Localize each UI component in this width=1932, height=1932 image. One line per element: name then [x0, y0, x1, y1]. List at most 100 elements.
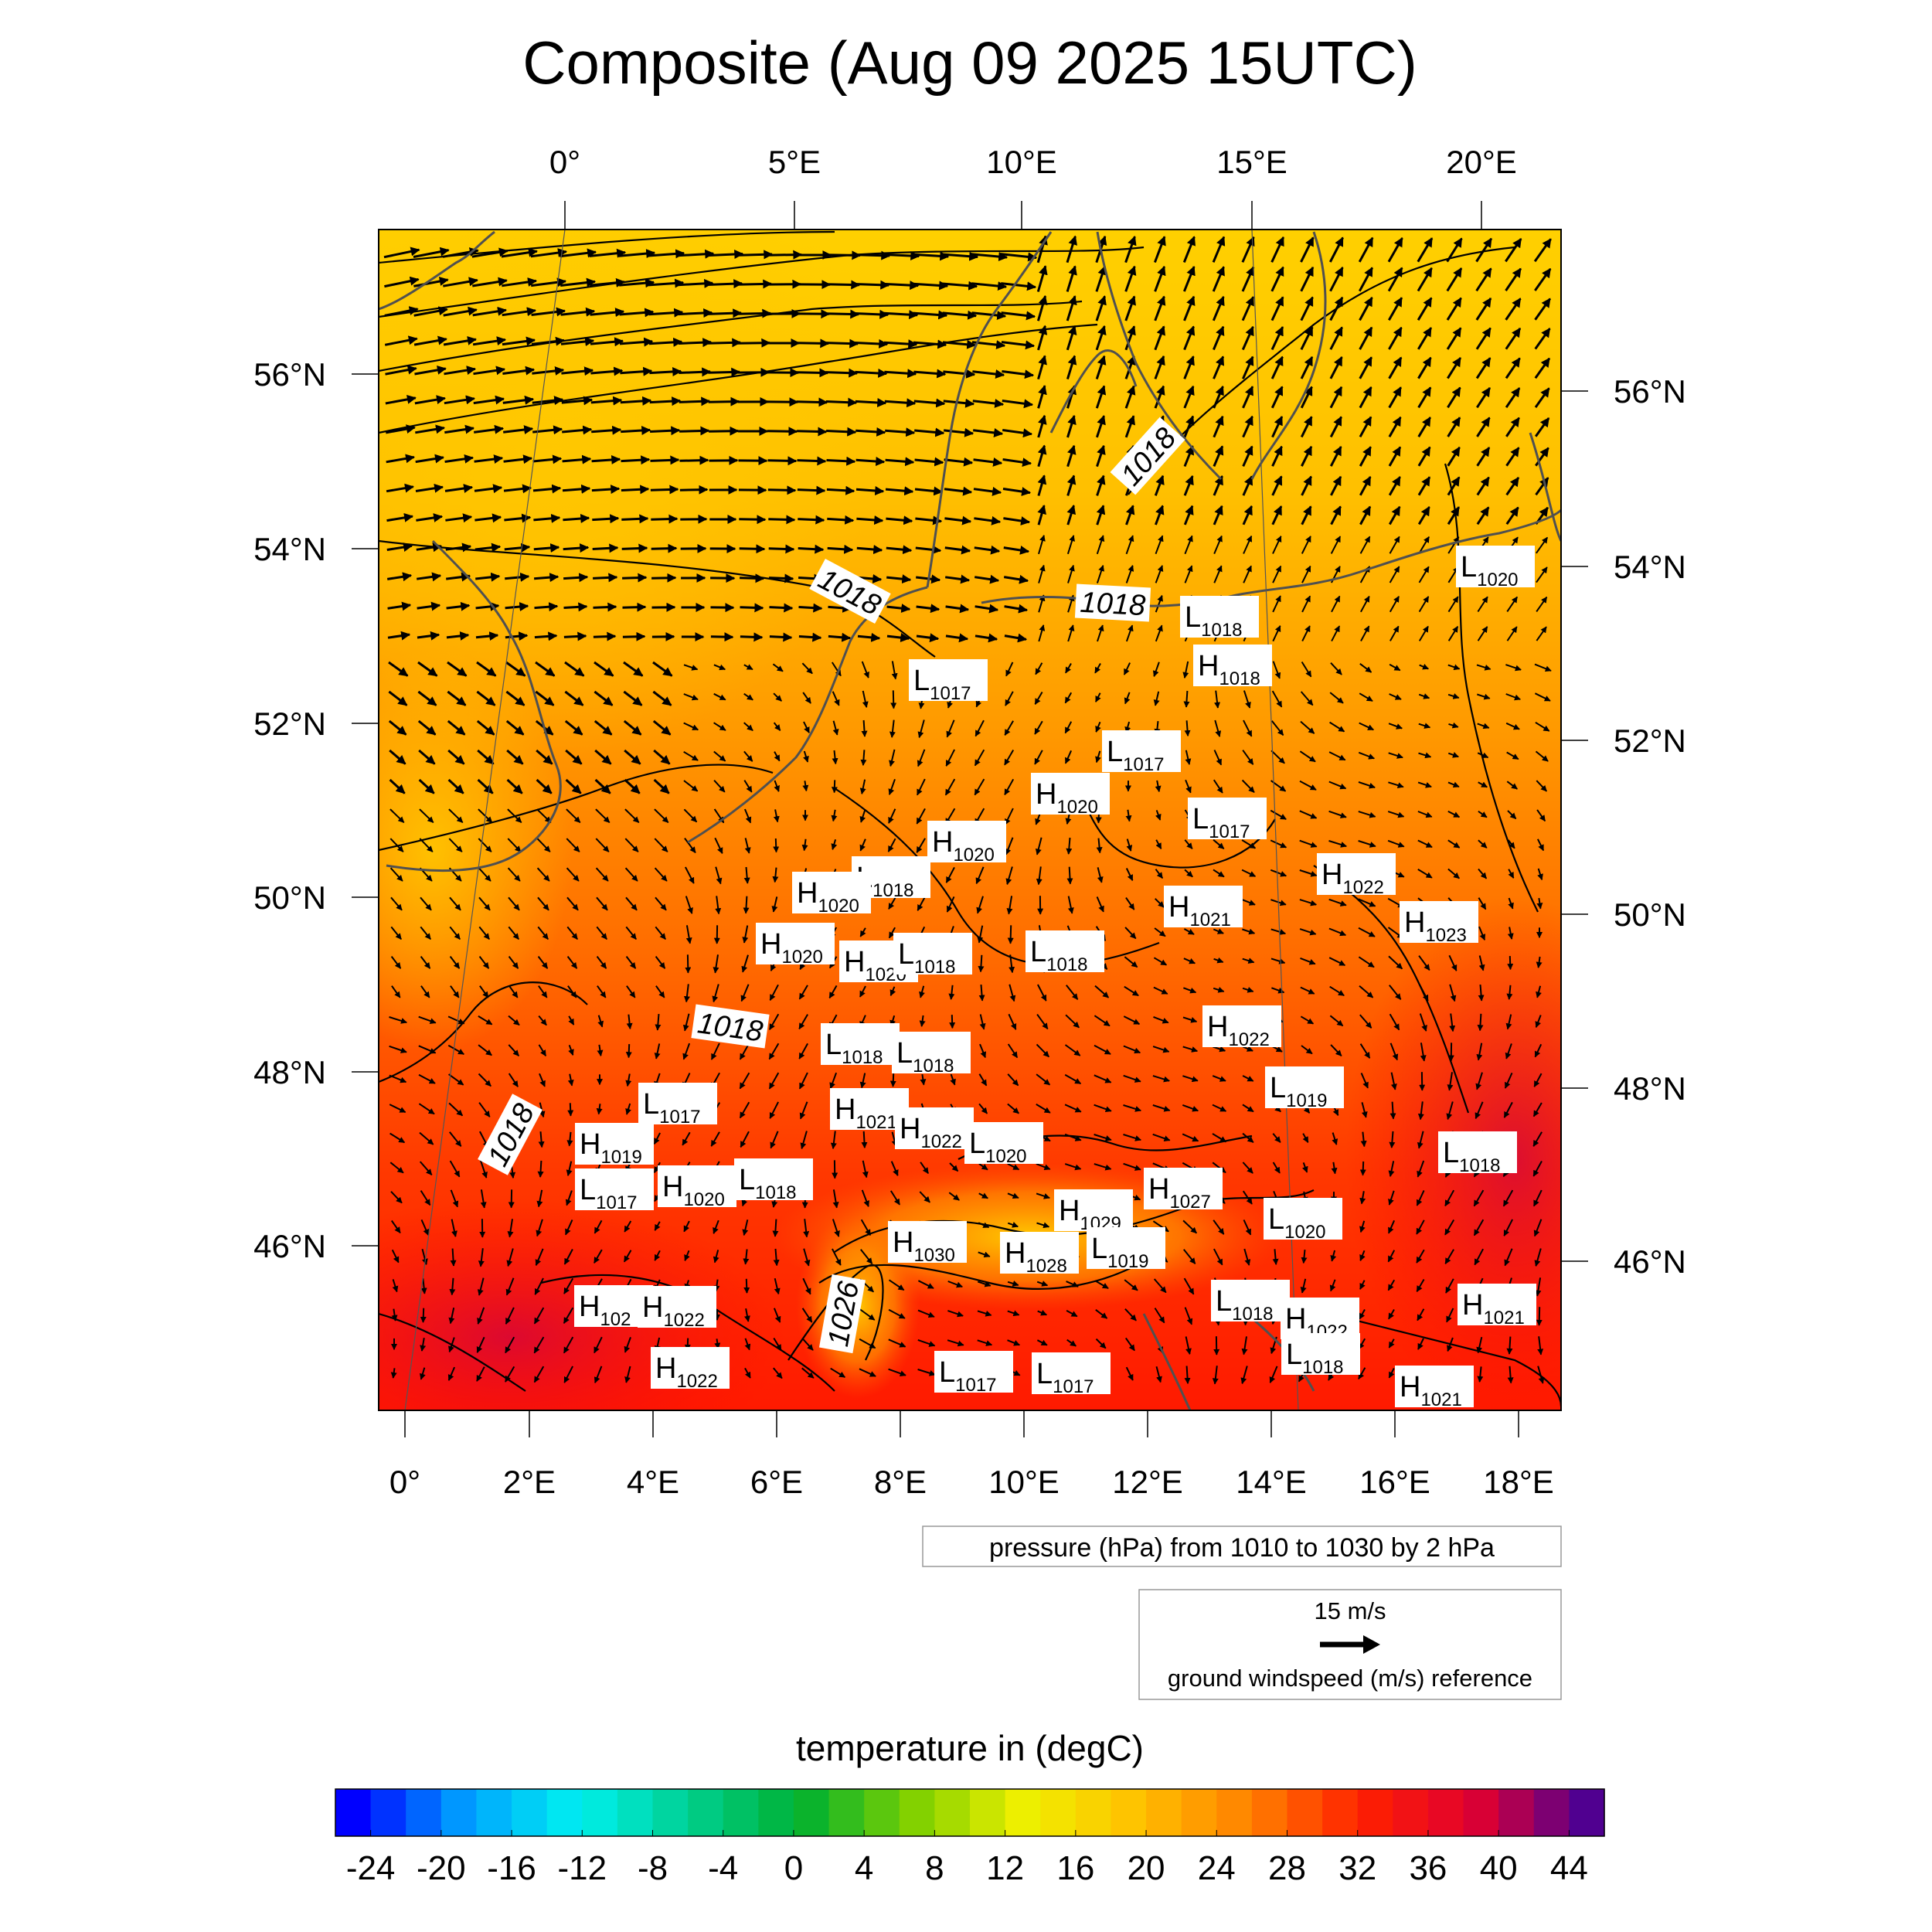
colorbar: temperature in (degC) -24 -20 -16 -12 -8 -4 0 4…	[335, 1728, 1605, 1887]
wind-arrow	[1271, 475, 1283, 496]
wind-arrow	[533, 573, 560, 583]
colorbar-cell	[406, 1789, 442, 1836]
wind-arrow	[856, 545, 883, 555]
wind-arrow	[1270, 266, 1284, 292]
wind-arrow	[772, 663, 784, 672]
wind-arrow	[1243, 535, 1253, 554]
wind-arrow	[1270, 957, 1286, 964]
cool-north-sea-region	[379, 230, 881, 757]
wind-arrow	[1329, 356, 1343, 379]
colorbar-cell	[370, 1789, 406, 1836]
wind-arrow	[1537, 868, 1543, 881]
wind-arrow	[1534, 417, 1550, 437]
pressure-center-type: L	[1192, 803, 1209, 835]
wind-arrow	[1066, 985, 1079, 1000]
bottom-lon-tick-label: 6°E	[750, 1464, 803, 1500]
wind-arrow	[1065, 662, 1072, 674]
wind-arrow	[684, 838, 696, 854]
wind-arrow	[1476, 693, 1491, 700]
wind-arrow	[832, 720, 839, 736]
colorbar-tick-label: -12	[557, 1849, 607, 1887]
wind-arrow	[945, 866, 955, 883]
wind-arrow	[1359, 505, 1372, 526]
wind-arrow	[803, 721, 810, 733]
wind-arrow	[1242, 386, 1254, 409]
wind-arrow	[591, 485, 621, 495]
wind-arrow	[1447, 386, 1461, 409]
wind-arrow	[507, 867, 521, 882]
wind-arrow	[1124, 927, 1137, 940]
wind-arrow	[1534, 267, 1552, 291]
colorbar-cell	[1146, 1789, 1182, 1836]
wind-arrow	[506, 749, 524, 765]
wind-arrow	[478, 955, 490, 969]
wind-arrow	[1183, 295, 1196, 321]
wind-arrow	[1447, 506, 1461, 526]
wind-arrow	[855, 427, 886, 437]
wind-arrow	[772, 1219, 779, 1237]
wind-arrow	[1066, 355, 1077, 380]
wind-arrow	[626, 985, 636, 998]
wind-arrow	[1359, 475, 1372, 496]
wind-arrow	[1418, 596, 1430, 613]
wind-arrow	[1329, 326, 1343, 350]
wind-arrow	[884, 398, 917, 408]
wind-arrow	[1389, 536, 1400, 554]
wind-arrow	[798, 632, 822, 642]
wind-arrow	[648, 278, 685, 288]
pressure-center-label: H1020	[1031, 773, 1110, 818]
wind-arrow	[1417, 781, 1432, 788]
wind-reference-caption: ground windspeed (m/s) reference	[1168, 1665, 1532, 1692]
wind-arrow	[1270, 326, 1284, 351]
wind-arrow	[473, 366, 506, 376]
wind-arrow	[1301, 475, 1312, 496]
wind-arrow	[1096, 896, 1104, 913]
wind-arrow	[707, 308, 743, 318]
wind-arrow	[978, 985, 985, 1002]
wind-arrow	[1241, 325, 1254, 351]
wind-arrow	[1329, 416, 1342, 438]
wind-arrow	[444, 366, 476, 376]
wind-arrow	[1446, 267, 1463, 292]
wind-arrow	[1477, 1013, 1484, 1032]
wind-arrow	[565, 778, 582, 794]
pressure-center-label: L1020	[1264, 1198, 1342, 1243]
wind-arrow	[1476, 386, 1492, 409]
wind-arrow	[1003, 516, 1031, 526]
wind-arrow	[1096, 564, 1104, 583]
wind-arrow	[972, 369, 1005, 379]
bottom-lon-tick-label: 16°E	[1359, 1464, 1430, 1500]
wind-arrow	[503, 425, 534, 435]
wind-arrow	[771, 896, 778, 913]
wind-arrow	[1095, 750, 1101, 764]
wind-arrow	[530, 248, 567, 258]
wind-arrow	[884, 369, 917, 379]
wind-arrow	[506, 778, 523, 794]
wind-arrow	[1242, 445, 1253, 468]
pressure-center-value: 1017	[930, 683, 971, 704]
wind-arrow	[1272, 536, 1282, 554]
wind-arrow	[564, 719, 583, 736]
wind-arrow	[1154, 385, 1165, 409]
wind-arrow	[802, 781, 809, 792]
pressure-center-type: L	[825, 1029, 842, 1061]
wind-arrow	[1271, 416, 1284, 438]
wind-arrow	[624, 749, 641, 765]
pressure-center-type: H	[1207, 1011, 1228, 1043]
wind-arrow	[1358, 267, 1374, 292]
pressure-center-label: H1021	[1458, 1284, 1536, 1328]
colorbar-cell	[899, 1789, 935, 1836]
wind-arrow	[1243, 690, 1251, 709]
wind-arrow	[1417, 417, 1431, 437]
wind-arrow	[739, 515, 767, 525]
wind-arrow	[948, 985, 955, 1000]
top-lon-tick-label: 20°E	[1446, 144, 1517, 180]
pressure-center-type: H	[1005, 1237, 1026, 1270]
pressure-center-type: H	[1321, 859, 1342, 891]
pressure-center-value: 1018	[1201, 620, 1242, 641]
wind-arrow	[1004, 808, 1014, 825]
wind-arrow	[769, 603, 794, 613]
pressure-center-value: 1019	[1286, 1090, 1327, 1111]
wind-arrow	[1534, 692, 1551, 702]
wind-arrow	[389, 749, 406, 765]
